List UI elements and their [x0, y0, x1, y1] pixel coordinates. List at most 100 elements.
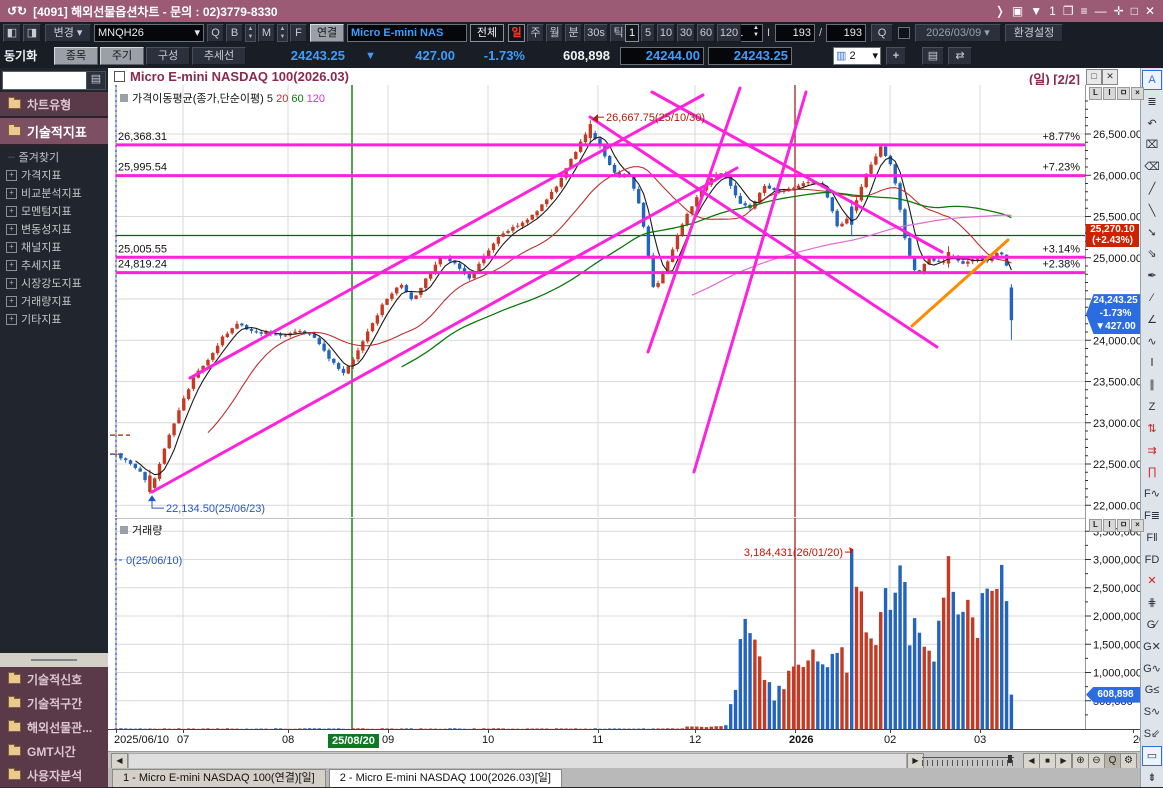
layout-sync-button[interactable]: 구성 — [146, 47, 190, 65]
eraser-tool-icon[interactable]: ⌫ — [1142, 157, 1162, 177]
cascade-icon[interactable]: ❐ — [1063, 0, 1074, 22]
b-spinner[interactable]: ▲▼ — [245, 24, 256, 42]
interval-button-30[interactable]: 30 — [677, 24, 695, 42]
zoom-slider-handle[interactable] — [1008, 755, 1012, 763]
text-tool-icon[interactable]: A — [1142, 70, 1162, 90]
interval-button-120[interactable]: 120 — [717, 24, 741, 42]
symbol-combobox[interactable]: MNQH26▾ — [94, 24, 204, 42]
add-chart-button[interactable]: + — [886, 47, 906, 65]
price-axis[interactable]: 26,500.0026,000.0025,500.0025,000.0024,5… — [1085, 85, 1140, 518]
zoom-in-button[interactable]: ⊕ — [1072, 753, 1089, 769]
pane-maximize-button[interactable]: □ — [1086, 69, 1102, 85]
erase-all-tool-icon[interactable]: ⌧ — [1142, 135, 1162, 155]
symbol-sync-button[interactable]: 종목 — [54, 47, 98, 65]
pane-button-ㅁ[interactable]: ㅁ — [1117, 87, 1130, 100]
gann-grid-tool-icon[interactable]: G≤ — [1142, 680, 1162, 700]
more-tools-button-icon[interactable]: ⇟ — [1142, 768, 1162, 788]
trendline-tool-icon[interactable]: ╱ — [1142, 179, 1162, 199]
tree-expand-icon[interactable]: + — [6, 206, 17, 217]
tree-expand-icon[interactable]: + — [6, 260, 17, 271]
save-button[interactable]: ▤ — [922, 47, 944, 65]
marker-pen-tool-icon[interactable]: ✒ — [1142, 266, 1162, 286]
fib-dynamic-tool-icon[interactable]: FD — [1142, 550, 1162, 570]
bar-total-field[interactable]: 193 — [826, 24, 866, 42]
fib-timezone-tool-icon[interactable]: F‖ — [1142, 528, 1162, 548]
zoom-out-button[interactable]: ⊖ — [1088, 753, 1105, 769]
move-icon[interactable]: ✛ — [1114, 0, 1124, 22]
interval-button-5[interactable]: 5 — [641, 24, 655, 42]
interval-button-60[interactable]: 60 — [697, 24, 715, 42]
connect-toggle[interactable]: 연결 — [310, 24, 344, 42]
sidebar-splitter[interactable] — [0, 653, 108, 667]
filter-icon[interactable]: ▼ — [1030, 0, 1042, 22]
fib-fan-tool-icon[interactable]: F∿ — [1142, 484, 1162, 504]
main-chart-canvas[interactable]: 26,368.31+8.77%25,995.54+7.23%25,005.55+… — [108, 85, 1085, 517]
vertical-range-tool-icon[interactable]: Ⅰ — [1142, 353, 1162, 373]
pane-button-ㅁ[interactable]: ㅁ — [1117, 519, 1130, 532]
segment-tool-icon[interactable]: ∕ — [1142, 288, 1162, 308]
step-forward-button[interactable]: ▶ — [1055, 753, 1072, 769]
sidebar-item-해외선물관[interactable]: 해외선물관... — [0, 715, 108, 740]
chart-settings-button[interactable]: ⚙ — [1120, 753, 1137, 769]
interval-button-1[interactable]: 1 — [625, 24, 639, 42]
pane-button-I[interactable]: I — [1103, 87, 1116, 100]
sidebar-item-기술적구간[interactable]: 기술적구간 — [0, 691, 108, 716]
annotation-list-tool-icon[interactable]: ≣ — [1142, 92, 1162, 112]
chart-tab-2[interactable]: 2 - Micro E-mini NASDAQ 100(2026.03)[일] — [329, 769, 562, 787]
gann-cross-tool-icon[interactable]: G✕ — [1142, 637, 1162, 657]
step-back-button[interactable]: ◀ — [1023, 753, 1040, 769]
pane-button-I[interactable]: I — [1103, 519, 1116, 532]
sidebar-search-button[interactable]: ▤ — [86, 71, 106, 90]
updown-arrow-tool-icon[interactable]: ⇅ — [1142, 419, 1162, 439]
angle-line-tool-icon[interactable]: ∠ — [1142, 310, 1162, 330]
period-button-분[interactable]: 분 — [565, 24, 582, 42]
tree-item-시장강도지표[interactable]: +시장강도지표 — [0, 274, 108, 292]
pane-close-button[interactable]: ✕ — [1102, 69, 1118, 85]
cross-line-tool-icon[interactable]: ✕ — [1142, 571, 1162, 591]
multi-line-tool-icon[interactable]: ⋕ — [1142, 593, 1162, 613]
gann-line-tool-icon[interactable]: G∕ — [1142, 615, 1162, 635]
zoom-fit-button[interactable]: Q — [1104, 753, 1121, 769]
sidebar-item-GMT시간[interactable]: GMT시간 — [0, 739, 108, 764]
tree-item-채널지표[interactable]: +채널지표 — [0, 238, 108, 256]
m-button[interactable]: M — [258, 24, 275, 42]
date-dropdown[interactable]: 2026/03/09 ▾ — [915, 24, 1001, 42]
trendline-point-tool-icon[interactable]: ╲ — [1142, 201, 1162, 221]
settings-button[interactable]: 환경설정 — [1005, 24, 1063, 42]
b-button[interactable]: B — [226, 24, 243, 42]
f-button[interactable]: F — [290, 24, 307, 42]
minimize-icon[interactable]: — — [1095, 0, 1107, 22]
magnifier-button[interactable]: Q — [871, 24, 893, 42]
chart-title-checkbox[interactable] — [114, 71, 125, 82]
fib-retracement-tool-icon[interactable]: F≣ — [1142, 506, 1162, 526]
pane-button-×[interactable]: × — [1131, 519, 1144, 532]
swap-window-button[interactable]: ⇄ — [948, 47, 972, 65]
pane-button-L[interactable]: L — [1089, 519, 1102, 532]
tree-item-거래량지표[interactable]: +거래량지표 — [0, 292, 108, 310]
period-button-주[interactable]: 주 — [527, 24, 544, 42]
stop-button[interactable]: ■ — [1039, 753, 1056, 769]
period-sync-button[interactable]: 주기 — [100, 47, 144, 65]
zline-tool-icon[interactable]: Z — [1142, 397, 1162, 417]
close-icon[interactable]: ✕ — [1145, 0, 1155, 22]
rectangle-tool-icon[interactable]: ▭ — [1142, 746, 1162, 766]
period-button-일[interactable]: 일 — [508, 24, 525, 42]
trendline-sync-button[interactable]: 추세선 — [192, 47, 246, 65]
single-window-icon[interactable]: 1 — [1049, 0, 1056, 22]
undo-tool-icon[interactable]: ↶ — [1142, 114, 1162, 134]
period-button-월[interactable]: 월 — [546, 24, 563, 42]
tree-expand-icon[interactable]: + — [6, 224, 17, 235]
layout-count-dropdown[interactable]: ▥ 2▾ — [833, 47, 881, 65]
tree-expand-icon[interactable]: + — [6, 242, 17, 253]
tree-item-추세지표[interactable]: +추세지표 — [0, 256, 108, 274]
horizontal-channel-tool-icon[interactable]: ⇉ — [1142, 441, 1162, 461]
tree-expand-icon[interactable]: + — [6, 188, 17, 199]
period-button-30s[interactable]: 30s — [584, 24, 608, 42]
instrument-name-field[interactable]: Micro E-mini NAS — [347, 24, 467, 42]
parallel-channel-tool-icon[interactable]: ∥ — [1142, 375, 1162, 395]
list-icon[interactable]: ≡ — [1081, 0, 1088, 22]
dock-left-button[interactable]: ◧ — [3, 24, 21, 42]
date-checkbox[interactable] — [898, 27, 910, 39]
pitchfork-channel-tool-icon[interactable]: ∏ — [1142, 462, 1162, 482]
